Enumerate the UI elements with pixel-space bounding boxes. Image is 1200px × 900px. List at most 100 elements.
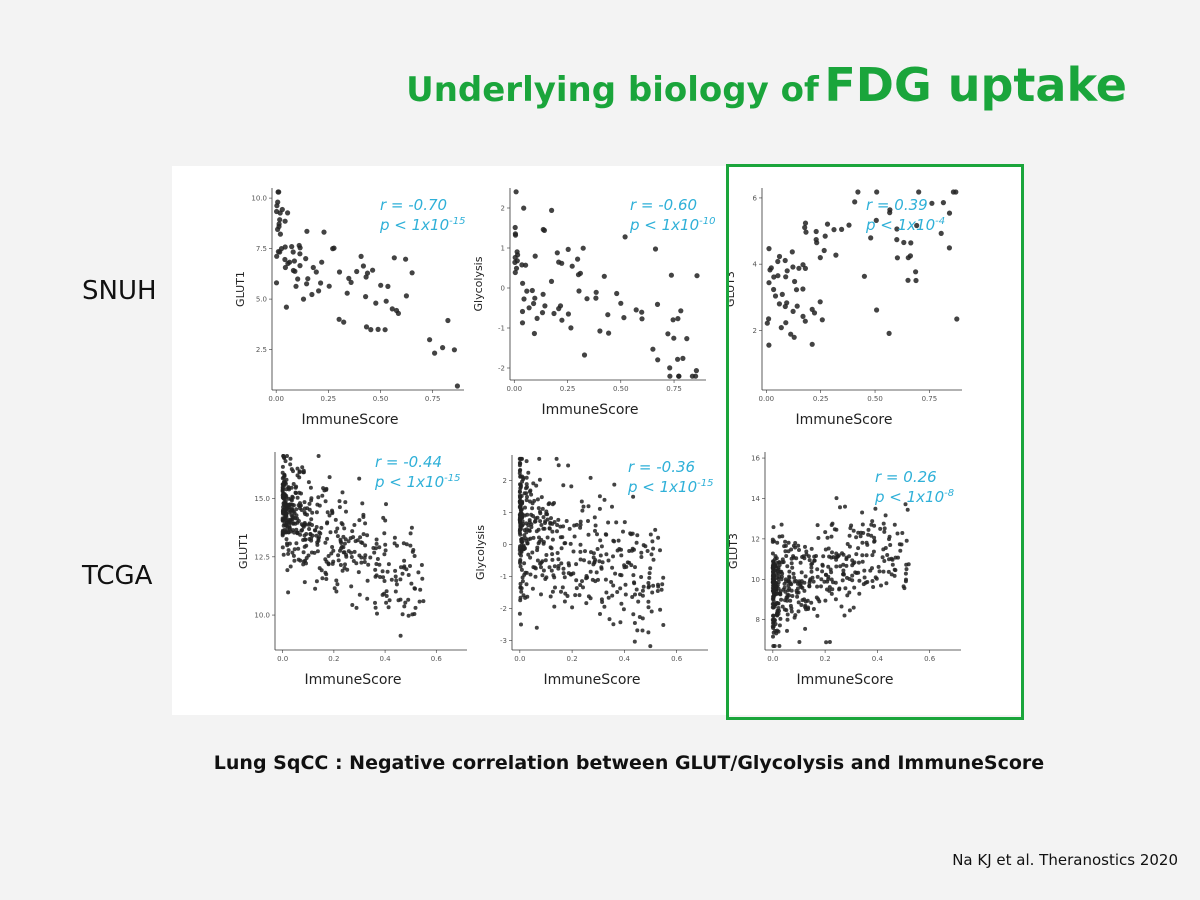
scatter-point (295, 473, 300, 478)
y-axis-label: GLUT1 (234, 271, 247, 307)
scatter-point (837, 586, 842, 591)
p-exponent: -15 (449, 216, 465, 227)
scatter-point (373, 605, 378, 610)
scatter-point (575, 256, 581, 262)
scatter-point (771, 579, 776, 584)
scatter-point (524, 459, 529, 464)
scatter-point (333, 529, 338, 534)
scatter-point (578, 519, 583, 524)
scatter-point (517, 490, 522, 495)
scatter-point (598, 538, 603, 543)
scatter-point (851, 605, 856, 610)
scatter-point (518, 495, 523, 499)
scatter-point (536, 506, 541, 511)
scatter-point (560, 585, 565, 590)
scatter-point (350, 529, 355, 534)
scatter-point (383, 542, 388, 547)
scatter-point (823, 547, 828, 552)
scatter-point (904, 538, 909, 543)
scatter-point (593, 528, 597, 533)
scatter-point (382, 327, 388, 333)
scatter-point (819, 584, 823, 589)
scatter-point (535, 497, 540, 502)
scatter-point (569, 484, 574, 489)
scatter-point (813, 228, 819, 235)
scatter-point (281, 552, 286, 557)
x-tick-label: 0.75 (666, 385, 682, 393)
scatter-point (900, 531, 905, 535)
scatter-point (517, 468, 522, 473)
scatter-point (876, 564, 881, 569)
scatter-point (281, 492, 286, 497)
scatter-point (778, 616, 783, 621)
scatter-point (770, 602, 775, 606)
scatter-point (523, 570, 528, 575)
scatter-point (318, 531, 323, 536)
scatter-point (832, 527, 837, 532)
scatter-point (903, 502, 908, 507)
y-tick-label: -1 (498, 325, 505, 333)
scatter-point (539, 523, 544, 527)
scatter-point (280, 528, 285, 533)
scatter-point (281, 454, 286, 458)
scatter-point (357, 518, 362, 523)
scatter-point (809, 341, 815, 347)
scatter-point (374, 537, 379, 542)
scatter-point (566, 463, 571, 468)
scatter-point (787, 574, 792, 579)
scatter-point (418, 587, 423, 592)
scatter-point (795, 586, 800, 591)
scatter-point (857, 591, 862, 596)
scatter-point (792, 575, 797, 580)
scatter-point (541, 568, 546, 573)
scatter-point (512, 269, 518, 276)
x-tick-label: 0.4 (380, 655, 392, 663)
scatter-point (406, 573, 411, 577)
scatter-point (791, 334, 797, 340)
scatter-point (864, 553, 869, 558)
scatter-point (320, 576, 325, 581)
scatter-point (517, 611, 522, 616)
scatter-point (597, 494, 602, 499)
scatter-point (406, 597, 411, 602)
scatter-point (348, 536, 353, 541)
scatter-point (540, 506, 545, 511)
scatter-point (775, 613, 780, 618)
scatter-point (313, 586, 318, 591)
scatter-point (556, 463, 561, 468)
scatter-point (622, 234, 628, 240)
scatter-point (660, 582, 665, 587)
scatter-point (811, 607, 816, 611)
scatter-point (824, 640, 829, 645)
scatter-point (802, 580, 807, 585)
scatter-point (440, 345, 446, 351)
scatter-point (522, 561, 527, 566)
scatter-point (530, 506, 535, 511)
scatter-point (523, 262, 529, 268)
scatter-point (950, 189, 957, 195)
scatter-point (378, 282, 384, 288)
scatter-point (830, 587, 835, 592)
scatter-point (892, 573, 897, 578)
scatter-point (858, 534, 863, 539)
scatter-point (802, 224, 808, 231)
scatter-point (772, 644, 777, 648)
scatter-point (634, 587, 639, 592)
scatter-point (387, 598, 392, 603)
scatter-point (850, 558, 855, 563)
scatter-point (796, 543, 801, 548)
scatter-point (890, 557, 895, 562)
x-tick-label: 0.0 (767, 655, 778, 663)
scatter-point (523, 536, 528, 541)
scatter-point (689, 373, 696, 379)
scatter-point (301, 538, 306, 542)
scatter-point (665, 331, 671, 337)
scatter-point (346, 549, 351, 554)
p-exponent: -15 (444, 473, 460, 484)
scatter-point (847, 608, 852, 613)
scatter-point (799, 603, 804, 607)
scatter-point (668, 272, 675, 278)
scatter-point (276, 223, 282, 230)
scatter-point (614, 290, 620, 297)
scatter-point (819, 577, 824, 582)
